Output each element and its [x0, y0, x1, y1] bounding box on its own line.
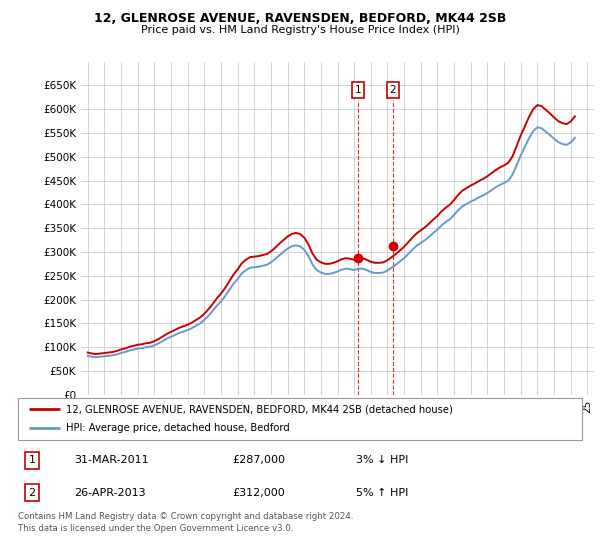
Text: 2: 2	[389, 85, 396, 95]
Text: Price paid vs. HM Land Registry's House Price Index (HPI): Price paid vs. HM Land Registry's House …	[140, 25, 460, 35]
Text: 2: 2	[29, 488, 35, 498]
Text: Contains HM Land Registry data © Crown copyright and database right 2024.
This d: Contains HM Land Registry data © Crown c…	[18, 512, 353, 533]
FancyBboxPatch shape	[18, 398, 582, 440]
Text: £287,000: £287,000	[232, 455, 286, 465]
Text: 1: 1	[355, 85, 362, 95]
Text: £312,000: £312,000	[232, 488, 285, 498]
Text: 1: 1	[29, 455, 35, 465]
Text: 26-APR-2013: 26-APR-2013	[74, 488, 146, 498]
Text: HPI: Average price, detached house, Bedford: HPI: Average price, detached house, Bedf…	[66, 423, 290, 433]
Text: 5% ↑ HPI: 5% ↑ HPI	[356, 488, 409, 498]
Text: 3% ↓ HPI: 3% ↓ HPI	[356, 455, 409, 465]
Text: 12, GLENROSE AVENUE, RAVENSDEN, BEDFORD, MK44 2SB (detached house): 12, GLENROSE AVENUE, RAVENSDEN, BEDFORD,…	[66, 404, 453, 414]
Text: 12, GLENROSE AVENUE, RAVENSDEN, BEDFORD, MK44 2SB: 12, GLENROSE AVENUE, RAVENSDEN, BEDFORD,…	[94, 12, 506, 25]
Text: 31-MAR-2011: 31-MAR-2011	[74, 455, 149, 465]
